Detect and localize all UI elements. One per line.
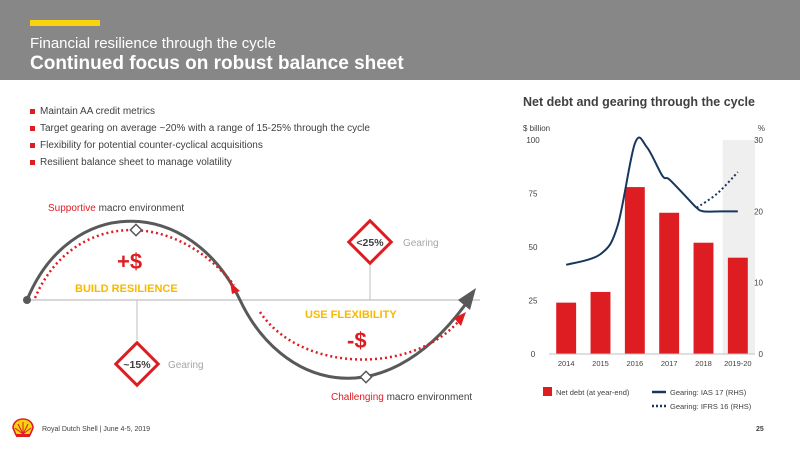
upper-gearing-label: Gearing (403, 238, 439, 249)
upper-gearing-value: <25% (356, 237, 384, 249)
y-tick-right: 20 (754, 207, 763, 216)
header-accent-bar (30, 20, 100, 26)
supportive-word: Supportive (48, 203, 96, 214)
bullet-item: Resilient balance sheet to manage volati… (30, 154, 370, 171)
bullet-item: Maintain AA credit metrics (30, 103, 370, 120)
legend-bar-swatch (543, 387, 552, 396)
bullet-list: Maintain AA credit metrics Target gearin… (30, 103, 370, 171)
shell-logo-ridges (14, 422, 32, 435)
net-debt-gearing-chart: 0 25 50 75 100 0 10 20 30 2014 2015 2016 2017 2018 201… (523, 124, 765, 411)
bar-2015 (590, 291, 611, 354)
y-tick-right: 30 (754, 136, 763, 145)
shell-logo-base (16, 434, 30, 437)
bar-2019-20 (727, 257, 748, 354)
x-tick-label: 2016 (626, 359, 643, 368)
cycle-diagram: <25% Gearing ~15% Gearing Supportive mac… (23, 203, 480, 403)
slide-subtitle: Financial resilience through the cycle (30, 35, 276, 52)
y-axis-label-left: $ billion (523, 124, 550, 133)
x-tick-label: 2017 (661, 359, 678, 368)
cycle-wave (25, 219, 467, 380)
x-tick-label: 2014 (558, 359, 575, 368)
bar-2018 (693, 242, 714, 354)
flex-arrowhead (454, 312, 466, 326)
y-tick-right: 10 (754, 279, 763, 288)
y-tick-left: 75 (529, 190, 538, 199)
ticks-group: 0 25 50 75 100 0 10 20 30 2014 2015 2016 2017 2018 201… (526, 136, 763, 368)
y-tick-left: 100 (526, 136, 540, 145)
flex-sign: -$ (347, 328, 367, 353)
lower-gearing-label: Gearing (168, 360, 204, 371)
build-sign: +$ (117, 249, 142, 274)
trough-marker (359, 370, 373, 384)
slide-title: Continued focus on robust balance sheet (30, 53, 404, 74)
lower-gearing-diamond (113, 340, 161, 388)
chart-title: Net debt and gearing through the cycle (523, 95, 755, 109)
footer-text: Royal Dutch Shell | June 4-5, 2019 (42, 426, 151, 433)
shell-logo (12, 418, 34, 437)
header-bar: Financial resilience through the cycle C… (0, 0, 800, 80)
bar-2014 (556, 302, 577, 354)
challenging-word: Challenging (331, 392, 384, 403)
cycle-arrowhead (458, 288, 476, 310)
y-tick-left: 50 (529, 243, 538, 252)
legend: Net debt (at year-end) Gearing: IAS 17 (… (543, 387, 752, 411)
build-resilience-label: BUILD RESILIENCE (75, 283, 178, 295)
y-tick-left: 25 (529, 297, 538, 306)
legend-solid-label: Gearing: IAS 17 (RHS) (670, 388, 747, 397)
y-tick-right: 0 (759, 350, 764, 359)
bar-2016 (624, 187, 645, 354)
gearing-ias17-line (565, 136, 738, 266)
legend-dotted-label: Gearing: IFRS 16 (RHS) (670, 402, 752, 411)
challenging-rest: macro environment (384, 392, 473, 403)
upper-gearing-diamond (346, 218, 394, 266)
bullet-item: Flexibility for potential counter-cyclic… (30, 137, 370, 154)
x-tick-label: 2015 (592, 359, 609, 368)
gearing-ifrs16-line (696, 171, 739, 209)
y-axis-label-right: % (758, 124, 765, 133)
supportive-rest: macro environment (96, 203, 185, 214)
x-tick-label: 2018 (695, 359, 712, 368)
peak-marker (129, 223, 143, 237)
supportive-caption: Supportive macro environment (48, 203, 184, 214)
bullet-item: Target gearing on average ~20% with a ra… (30, 120, 370, 137)
bar-2017 (659, 212, 680, 354)
challenging-caption: Challenging macro environment (331, 392, 472, 403)
build-arrowhead (230, 282, 240, 294)
cycle-start-dot (23, 296, 31, 304)
x-tick-label: 2019-20 (724, 359, 752, 368)
flex-dotted-arrow (258, 311, 459, 361)
lower-gearing-value: ~15% (123, 359, 151, 371)
y-tick-left: 0 (531, 350, 536, 359)
use-flexibility-label: USE FLEXIBILITY (305, 309, 397, 321)
legend-bar-label: Net debt (at year-end) (556, 388, 630, 397)
lines-group (565, 136, 739, 266)
bars-group (556, 187, 748, 354)
page-number: 25 (756, 426, 764, 433)
